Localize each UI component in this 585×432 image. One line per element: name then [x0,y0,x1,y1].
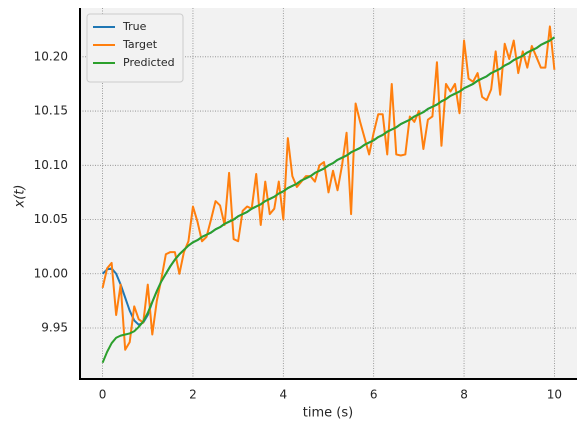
x-tick-label: 6 [370,388,378,402]
y-tick-label: 10.05 [34,212,68,226]
y-tick-label: 10.10 [34,158,68,172]
series-line [101,36,555,364]
x-tick-label: 2 [189,388,197,402]
y-axis-label: x(t) [13,185,28,209]
x-tick-label: 10 [547,388,562,402]
y-tick-label: 10.20 [34,49,68,63]
y-tick-label: 10.15 [34,104,68,118]
y-tick-label: 10.00 [34,266,68,280]
legend-box [86,13,184,83]
legend-label: Predicted [123,56,175,69]
x-axis-label: time (s) [303,406,353,421]
y-tick-label: 9.95 [41,321,68,335]
legend-label: Target [122,38,158,51]
x-tick-label: 0 [99,388,107,402]
x-tick-label: 4 [279,388,287,402]
legend: True Target Predicted [86,13,184,83]
x-tick-label: 8 [460,388,468,402]
legend-label: True [122,20,147,33]
